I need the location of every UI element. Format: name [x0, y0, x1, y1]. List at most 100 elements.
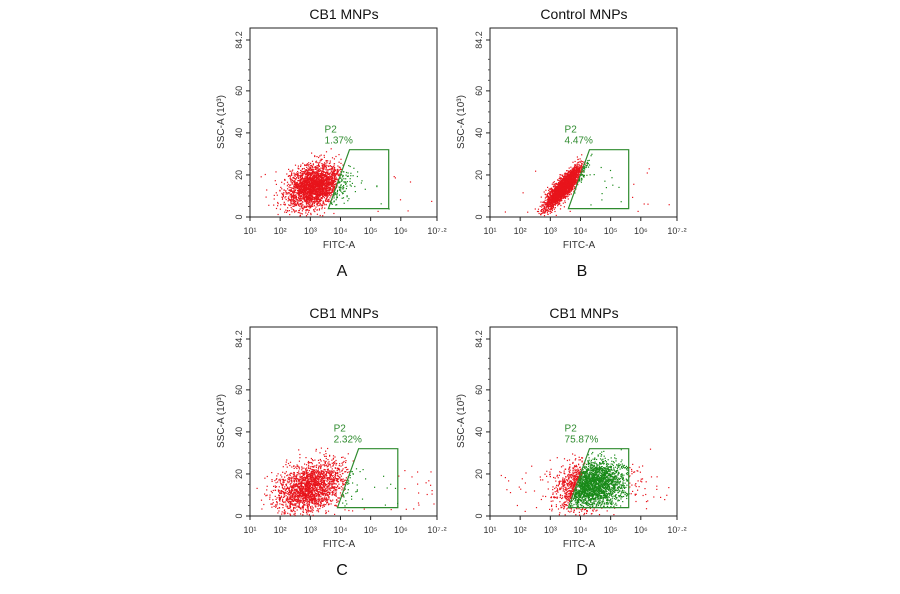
- y-tick-label: 84.2: [234, 31, 244, 49]
- data-point: [565, 182, 567, 185]
- data-point: [324, 193, 326, 195]
- data-point: [290, 188, 292, 191]
- data-point: [571, 168, 573, 170]
- data-point: [298, 200, 301, 202]
- data-point: [540, 210, 542, 212]
- data-point: [559, 180, 561, 182]
- data-point: [306, 172, 309, 174]
- data-point: [309, 176, 311, 178]
- data-point: [304, 206, 306, 208]
- data-point: [543, 201, 545, 203]
- data-point: [325, 184, 327, 186]
- data-point: [264, 173, 266, 176]
- data-point: [562, 189, 565, 191]
- data-point: [309, 185, 311, 187]
- data-point: [337, 165, 339, 167]
- data-point: [303, 196, 305, 198]
- x-tick-label: 10³: [304, 226, 317, 236]
- data-point: [576, 164, 578, 166]
- data-point: [336, 196, 338, 199]
- data-point: [303, 180, 306, 182]
- data-point: [308, 189, 310, 191]
- data-point: [333, 197, 335, 199]
- data-point: [326, 187, 328, 189]
- data-point: [566, 196, 568, 198]
- data-point: [572, 179, 574, 181]
- data-point: [582, 169, 584, 171]
- data-point: [300, 182, 302, 185]
- data-point: [275, 171, 277, 173]
- data-point: [311, 186, 313, 188]
- data-point: [560, 191, 562, 193]
- data-point: [314, 181, 316, 184]
- data-point: [587, 160, 589, 162]
- gate-p2: [327, 149, 390, 210]
- data-point: [579, 169, 581, 171]
- data-point: [293, 192, 295, 194]
- data-point: [313, 197, 316, 199]
- data-point: [336, 194, 338, 196]
- data-point: [550, 187, 553, 189]
- data-point: [564, 177, 566, 179]
- data-point: [580, 160, 582, 162]
- data-point: [321, 188, 323, 191]
- data-point: [321, 193, 323, 195]
- data-point: [321, 179, 323, 181]
- data-point: [329, 168, 331, 170]
- data-point: [547, 213, 549, 215]
- data-point: [572, 167, 574, 169]
- data-point: [350, 175, 352, 177]
- data-point: [569, 194, 571, 196]
- data-point: [583, 161, 585, 163]
- data-point: [307, 196, 309, 198]
- data-point: [572, 186, 574, 188]
- data-point: [580, 165, 582, 167]
- data-point: [306, 198, 308, 200]
- data-point: [557, 196, 559, 198]
- data-point: [318, 208, 321, 210]
- data-point: [561, 180, 563, 182]
- data-point: [549, 196, 551, 198]
- data-point: [303, 171, 305, 173]
- data-point: [343, 185, 345, 187]
- data-point: [315, 186, 317, 188]
- data-point: [570, 189, 573, 191]
- data-point: [308, 209, 310, 211]
- data-point: [294, 187, 296, 189]
- data-point: [568, 167, 570, 169]
- data-point: [315, 161, 317, 163]
- data-point: [335, 182, 337, 184]
- data-point: [297, 194, 299, 196]
- data-point: [303, 206, 305, 208]
- data-point: [302, 173, 304, 175]
- data-point: [320, 185, 322, 187]
- data-point: [305, 192, 308, 194]
- data-point: [315, 193, 317, 195]
- data-point: [310, 196, 312, 198]
- data-point: [313, 201, 315, 203]
- data-point: [578, 174, 580, 176]
- data-point: [587, 166, 590, 168]
- data-point: [320, 169, 322, 172]
- data-point: [323, 179, 325, 181]
- data-point: [292, 205, 294, 207]
- data-point: [308, 171, 310, 173]
- data-point: [319, 182, 321, 184]
- data-point: [320, 159, 322, 162]
- data-point: [310, 180, 312, 182]
- data-point: [304, 181, 306, 183]
- data-point: [323, 167, 325, 169]
- data-point: [318, 198, 320, 200]
- data-point: [295, 198, 297, 200]
- data-point: [559, 185, 561, 187]
- data-point: [306, 181, 308, 184]
- data-point: [563, 193, 565, 195]
- data-point: [317, 178, 320, 180]
- data-point: [296, 185, 298, 187]
- data-point: [345, 178, 347, 180]
- data-point: [542, 204, 544, 206]
- data-point: [570, 176, 573, 178]
- data-point: [310, 198, 312, 200]
- data-point: [540, 213, 543, 215]
- data-point: [304, 187, 306, 190]
